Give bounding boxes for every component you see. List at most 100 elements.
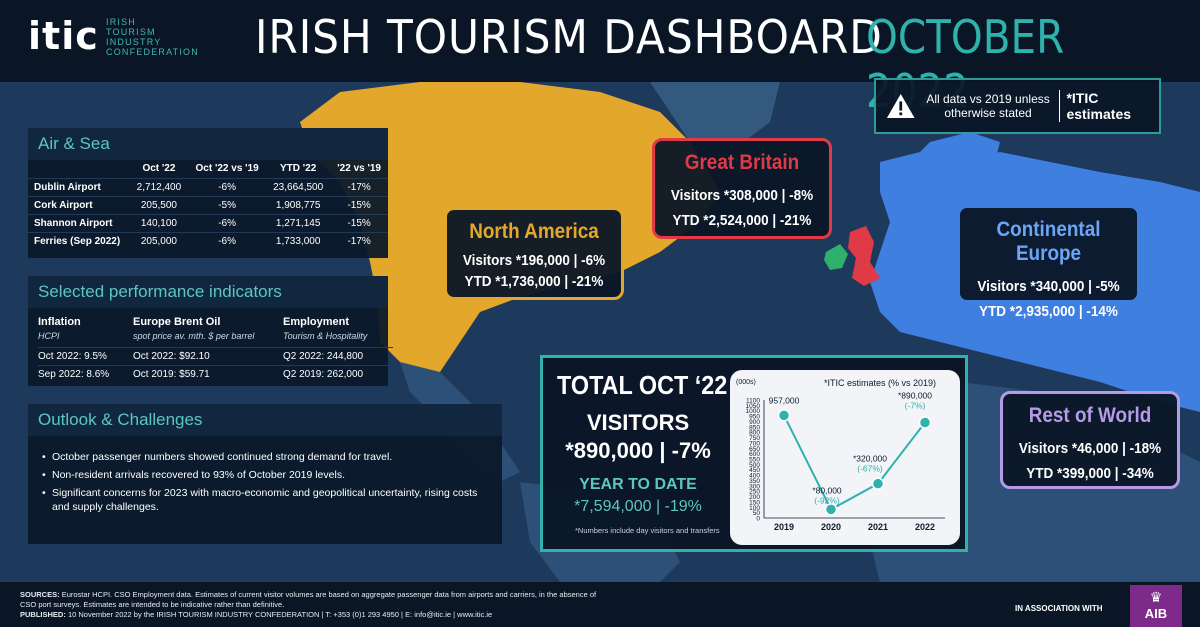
indicators-panel: Selected performance indicators Inflatio… [28,276,393,386]
notice-divider [1058,90,1061,122]
y-tick-label: 950 [749,414,760,421]
data-pct-label: (-7%) [905,401,926,411]
y-tick-label: 900 [749,419,760,426]
y-tick-label: 150 [749,499,760,506]
region-visitors: Visitors *308,000 | -8% [670,187,814,204]
table-cell: -17% [330,231,388,250]
region-north-america: North America Visitors *196,000 | -6% YT… [444,207,624,300]
region-name: Rest of World [1028,404,1152,427]
sources-body: Eurostar HCPI. CSO Employment data. Esti… [20,590,597,609]
indicator-subheading: Tourism & Hospitality [283,331,368,341]
data-point [824,503,838,516]
region-visitors: Visitors *46,000 | -18% [1018,440,1162,457]
data-label: 957,000 [769,395,800,405]
notice-text: All data vs 2019 unless otherwise stated [926,92,1050,120]
y-tick-label: 300 [749,483,760,490]
column-header: '22 vs '19 [337,163,381,175]
region-great-britain: Great Britain Visitors *308,000 | -8% YT… [652,138,832,239]
column-header: Oct '22 vs '19 [195,163,259,175]
published-body: 10 November 2022 by the IRISH TOURISM IN… [67,610,493,619]
table-cell: 2,712,400 [129,177,189,196]
table-row: Ferries (Sep 2022) 205,000 -6% 1,733,000… [28,231,388,250]
data-label: *890,000 [898,391,932,401]
series-line [783,414,926,511]
ireland-shape [824,244,848,270]
aib-logo: ♛ AIB [1130,585,1182,627]
y-tick-label: 200 [749,494,760,501]
table-cell: -6% [188,177,267,196]
warning-icon [886,94,915,118]
table-row: Cork Airport 205,500 -5% 1,908,775 -15% [28,195,388,214]
great-britain-shape [848,226,880,286]
x-tick-label: 2019 [774,522,794,532]
y-tick-label: 650 [749,446,760,453]
table-row: Dublin Airport 2,712,400 -6% 23,664,500 … [28,177,388,196]
air-sea-title: Air & Sea [28,128,388,160]
y-tick-label: 450 [749,467,760,474]
total-ytd-label: YEAR TO DATE [579,476,697,493]
table-cell: -5% [188,195,267,214]
region-ytd: YTD *2,935,000 | -14% [979,303,1118,320]
published-label: PUBLISHED: [20,610,66,619]
table-cell: 23,664,500 [266,177,331,196]
table-cell: -6% [188,231,267,250]
table-cell: -17% [330,177,388,196]
region-visitors: Visitors *196,000 | -6% [462,252,606,269]
table-cell: Cork Airport [28,195,130,214]
total-note: *Numbers include day visitors and transf… [575,526,720,535]
indicator-value: Oct 2022: $92.10 [133,347,283,365]
region-ytd: YTD *2,524,000 | -21% [672,212,812,229]
estimates-note: *ITIC estimates [1066,90,1132,122]
indicator-value: Sep 2022: 8.6% [38,365,133,383]
table-cell: Ferries (Sep 2022) [28,231,130,250]
outlook-panel: Outlook & Challenges October passenger n… [28,404,502,544]
aib-logo-text: AIB [1144,606,1168,621]
table-header-row: Oct '22 Oct '22 vs '19 YTD '22 '22 vs '1… [28,160,388,178]
table-cell: 205,500 [129,195,189,214]
x-tick-label: 2020 [821,522,841,532]
data-label: *320,000 [853,454,887,464]
total-visitors-value: *890,000 | -7% [565,438,711,463]
list-item: Non-resident arrivals recovered to 93% o… [42,468,490,482]
y-tick-label: 50 [753,510,761,517]
region-continental-europe: Continental Europe Visitors *340,000 | -… [957,205,1140,320]
air-sea-table: Oct '22 Oct '22 vs '19 YTD '22 '22 vs '1… [28,160,388,250]
table-row: Shannon Airport 140,100 -6% 1,271,145 -1… [28,213,388,232]
y-tick-label: 1000 [746,408,761,415]
page-title: IRISH TOURISM DASHBOARD [255,10,883,64]
total-visitors-label: VISITORS [586,410,690,435]
visitors-line-chart: 0501001502002503003504004505005506006507… [736,378,945,532]
y-tick-label: 850 [749,424,760,431]
y-tick-label: 700 [749,440,760,447]
list-item: October passenger numbers showed continu… [42,450,490,464]
region-rest-of-world: Rest of World Visitors *46,000 | -18% YT… [1000,391,1180,489]
indicator-value: Oct 2019: $59.71 [133,365,283,383]
greenland-shape [650,82,780,152]
itic-logo: itic [28,14,99,58]
table-cell: 1,908,775 [266,195,331,214]
column-header: YTD '22 [280,163,317,175]
data-pct-label: (-67%) [857,464,883,474]
scandinavia-shape [900,132,1000,212]
table-cell: 205,000 [129,231,189,250]
y-tick-label: 550 [749,457,760,464]
indicators-title: Selected performance indicators [28,276,388,308]
indicator-value: Q2 2022: 244,800 [283,347,393,365]
y-tick-label: 1050 [746,403,761,410]
list-item: Significant concerns for 2023 with macro… [42,486,490,514]
table-cell: -15% [330,195,388,214]
y-tick-label: 500 [749,462,760,469]
y-tick-label: 750 [749,435,760,442]
indicator-heading: Employment [283,316,350,328]
y-axis-label: (000s) [736,379,756,386]
table-cell: -15% [330,213,388,232]
total-ytd-value: *7,594,000 | -19% [574,498,702,515]
air-sea-panel: Air & Sea Oct '22 Oct '22 vs '19 YTD '22… [28,128,388,258]
data-point [918,416,932,429]
table-cell: 140,100 [129,213,189,232]
data-label: *80,000 [812,485,842,495]
outlook-list: October passenger numbers showed continu… [28,436,502,514]
itic-logo-text: IRISH TOURISM INDUSTRY CONFEDERATION [106,17,199,57]
y-tick-label: 250 [749,489,760,496]
indicator-subheading: spot price av. mth. $ per barrel [133,331,255,341]
